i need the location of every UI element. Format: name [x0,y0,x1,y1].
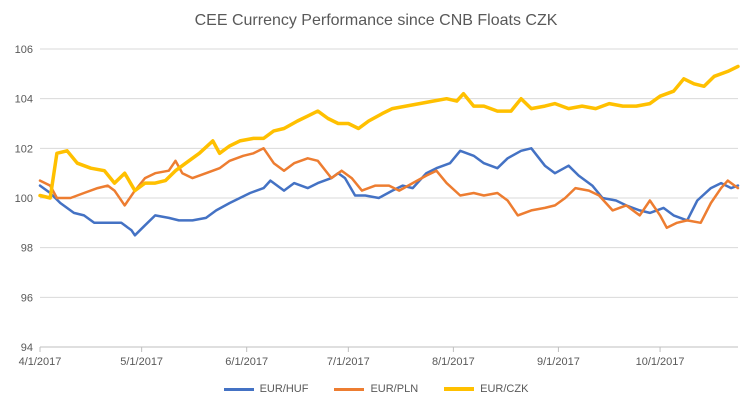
legend-item-eur-czk: EUR/CZK [444,383,528,395]
legend-item-eur-pln: EUR/PLN [334,383,418,395]
x-tick-label: 5/1/2017 [120,356,163,368]
legend-swatch-eur-pln [334,387,365,391]
legend-swatch-eur-huf [223,387,254,391]
y-tick-label: 104 [15,94,33,106]
x-tick-label: 9/1/2017 [537,356,580,368]
x-tick-label: 7/1/2017 [327,356,370,368]
y-tick-label: 100 [15,193,33,205]
legend-label-eur-huf: EUR/HUF [259,383,309,395]
series-layer [38,64,740,237]
grid-layer [40,48,738,298]
x-tick-label: 10/1/2017 [636,356,685,368]
series-line-eur-huf [38,147,740,237]
series-line-eur-czk [38,64,740,200]
axis-layer [39,346,738,352]
legend-label-eur-czk: EUR/CZK [480,383,529,395]
legend-label-eur-pln: EUR/PLN [370,383,419,395]
chart-title: CEE Currency Performance since CNB Float… [194,12,558,29]
series-line-eur-pln [38,147,740,230]
y-tick-label: 94 [21,342,33,354]
legend-swatch-eur-czk [444,387,475,391]
y-tick-label: 96 [21,292,33,304]
y-tick-label: 102 [15,143,33,155]
x-tick-label: 8/1/2017 [432,356,475,368]
chart-legend: EUR/HUF EUR/PLN EUR/CZK [0,383,752,395]
y-tick-label: 106 [15,44,33,56]
legend-item-eur-huf: EUR/HUF [223,383,309,395]
x-tick-label: 6/1/2017 [225,356,268,368]
y-tick-label: 98 [21,243,33,255]
ticks-layer: 94 96 98 100 102 104 106 4/1/2017 5/1/2017 6/1/20… [15,44,685,368]
x-tick-label: 4/1/2017 [19,356,62,368]
